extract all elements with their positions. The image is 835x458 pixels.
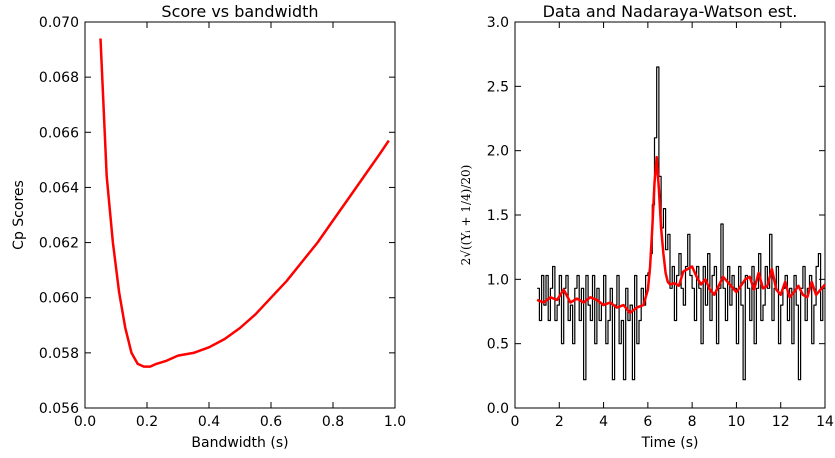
axis-ticks: 0.0 0.2 0.4 0.6 0.8 1.0 0.056 0.058 0.060 0.062 0.… — [39, 15, 406, 430]
x-axis-label: Time (s) — [641, 435, 699, 451]
axis-ticks: 0 2 4 6 8 10 12 14 0.0 0.5 1.0 1.5 2.0 2.5 3.0 — [487, 15, 834, 430]
x-tick-label: 8 — [688, 414, 697, 430]
y-tick-label: 0.066 — [39, 125, 79, 141]
y-tick-label: 0.5 — [487, 337, 509, 353]
x-tick-label: 4 — [599, 414, 608, 430]
cp-score-chart: Score vs bandwidth Bandwidth (s) Cp Scor… — [11, 2, 406, 451]
series-group — [536, 66, 826, 381]
y-tick-label: 0.068 — [39, 70, 79, 86]
x-tick-label: 6 — [643, 414, 652, 430]
plot-frame — [84, 21, 396, 409]
x-tick-label: 10 — [728, 414, 746, 430]
y-axis-label: 2√((Yᵢ + 1/4)/20) — [459, 165, 473, 266]
x-tick-label: 0.4 — [198, 414, 220, 430]
plot-frame — [514, 21, 826, 409]
x-tick-label: 0.0 — [74, 414, 96, 430]
y-tick-label: 0.070 — [39, 15, 79, 31]
y-tick-label: 0.0 — [487, 401, 509, 417]
series-line-estimate — [536, 155, 826, 315]
y-tick-label: 0.064 — [39, 180, 79, 196]
chart-title: Data and Nadaraya-Watson est. — [543, 2, 798, 21]
chart-title: Score vs bandwidth — [161, 2, 318, 21]
y-tick-label: 0.058 — [39, 346, 79, 362]
y-tick-label: 0.062 — [39, 236, 79, 252]
y-tick-label: 2.5 — [487, 79, 509, 95]
series-line-data — [537, 66, 825, 381]
y-axis-label: Cp Scores — [11, 180, 27, 250]
y-tick-label: 2.0 — [487, 144, 509, 160]
x-tick-label: 2 — [555, 414, 564, 430]
x-tick-label: 0.2 — [136, 414, 158, 430]
y-tick-label: 0.056 — [39, 401, 79, 417]
y-tick-label: 3.0 — [487, 15, 509, 31]
series-line-estimate — [99, 38, 390, 368]
x-tick-label: 0.8 — [322, 414, 344, 430]
x-tick-label: 12 — [772, 414, 790, 430]
y-tick-label: 0.060 — [39, 291, 79, 307]
x-tick-label: 14 — [816, 414, 834, 430]
x-axis-label: Bandwidth (s) — [191, 435, 288, 451]
x-tick-label: 0 — [511, 414, 520, 430]
y-tick-label: 1.0 — [487, 272, 509, 288]
y-tick-label: 1.5 — [487, 208, 509, 224]
x-tick-label: 1.0 — [384, 414, 406, 430]
series-group — [99, 38, 390, 368]
nadaraya-watson-chart: Data and Nadaraya-Watson est. Time (s) 2… — [459, 2, 834, 451]
x-tick-label: 0.6 — [260, 414, 282, 430]
